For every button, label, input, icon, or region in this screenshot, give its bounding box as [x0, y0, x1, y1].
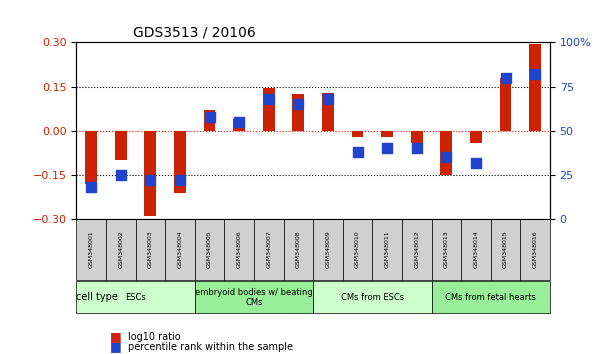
- FancyBboxPatch shape: [313, 219, 343, 280]
- Bar: [322, 92, 334, 131]
- FancyBboxPatch shape: [431, 219, 461, 280]
- Point: [205, 114, 214, 120]
- Point: [145, 177, 155, 183]
- Bar: [263, 88, 275, 131]
- Bar: [86, 131, 97, 184]
- Text: cell type: cell type: [76, 292, 119, 302]
- Text: GDS3513 / 20106: GDS3513 / 20106: [133, 26, 256, 40]
- Point: [441, 154, 451, 160]
- FancyBboxPatch shape: [224, 219, 254, 280]
- Text: CMs from ESCs: CMs from ESCs: [341, 293, 404, 302]
- Text: percentile rank within the sample: percentile rank within the sample: [128, 342, 293, 353]
- Text: GSM348016: GSM348016: [533, 230, 538, 268]
- FancyBboxPatch shape: [76, 219, 106, 280]
- Bar: [470, 131, 482, 143]
- Point: [323, 96, 333, 102]
- Text: embryoid bodies w/ beating
CMs: embryoid bodies w/ beating CMs: [195, 288, 313, 307]
- Text: GSM348012: GSM348012: [414, 230, 419, 268]
- Text: GSM348013: GSM348013: [444, 230, 449, 268]
- Text: GSM348004: GSM348004: [177, 230, 183, 268]
- Text: CMs from fetal hearts: CMs from fetal hearts: [445, 293, 536, 302]
- FancyBboxPatch shape: [106, 219, 136, 280]
- Point: [234, 119, 244, 125]
- Bar: [293, 94, 304, 131]
- Text: GSM348010: GSM348010: [355, 230, 360, 268]
- Bar: [115, 131, 126, 160]
- Text: GSM348001: GSM348001: [89, 230, 93, 268]
- Point: [116, 172, 126, 178]
- Bar: [411, 131, 423, 143]
- FancyBboxPatch shape: [461, 219, 491, 280]
- Text: GSM348005: GSM348005: [207, 230, 212, 268]
- Text: GSM348003: GSM348003: [148, 230, 153, 268]
- Text: GSM348006: GSM348006: [236, 230, 241, 268]
- Point: [412, 145, 422, 151]
- FancyBboxPatch shape: [136, 219, 165, 280]
- Bar: [529, 44, 541, 131]
- Point: [500, 75, 510, 81]
- FancyBboxPatch shape: [165, 219, 195, 280]
- FancyBboxPatch shape: [284, 219, 313, 280]
- Point: [382, 145, 392, 151]
- Bar: [381, 131, 393, 137]
- Text: GSM348007: GSM348007: [266, 230, 271, 268]
- Bar: [351, 131, 364, 137]
- Point: [175, 177, 185, 183]
- FancyBboxPatch shape: [372, 219, 402, 280]
- FancyBboxPatch shape: [431, 281, 550, 313]
- Text: GSM348011: GSM348011: [385, 230, 390, 268]
- FancyBboxPatch shape: [521, 219, 550, 280]
- Bar: [203, 110, 216, 131]
- Bar: [441, 131, 452, 175]
- Text: GSM348008: GSM348008: [296, 230, 301, 268]
- Point: [86, 184, 96, 190]
- FancyBboxPatch shape: [254, 219, 284, 280]
- Text: GSM348009: GSM348009: [326, 230, 331, 268]
- Bar: [500, 78, 511, 131]
- Point: [293, 102, 303, 107]
- FancyBboxPatch shape: [343, 219, 372, 280]
- Text: GSM348002: GSM348002: [119, 230, 123, 268]
- Bar: [174, 131, 186, 193]
- FancyBboxPatch shape: [313, 281, 431, 313]
- Point: [264, 96, 274, 102]
- Text: ■: ■: [110, 330, 122, 343]
- Text: log10 ratio: log10 ratio: [128, 332, 181, 342]
- Point: [471, 160, 481, 165]
- Text: GSM348015: GSM348015: [503, 230, 508, 268]
- FancyBboxPatch shape: [76, 281, 195, 313]
- FancyBboxPatch shape: [195, 281, 313, 313]
- FancyBboxPatch shape: [402, 219, 431, 280]
- Bar: [233, 119, 245, 131]
- Text: GSM348014: GSM348014: [474, 230, 478, 268]
- Bar: [144, 131, 156, 216]
- Text: ■: ■: [110, 341, 122, 353]
- FancyBboxPatch shape: [195, 219, 224, 280]
- Point: [353, 149, 362, 155]
- Text: ESCs: ESCs: [125, 293, 146, 302]
- Point: [530, 72, 540, 77]
- FancyBboxPatch shape: [491, 219, 521, 280]
